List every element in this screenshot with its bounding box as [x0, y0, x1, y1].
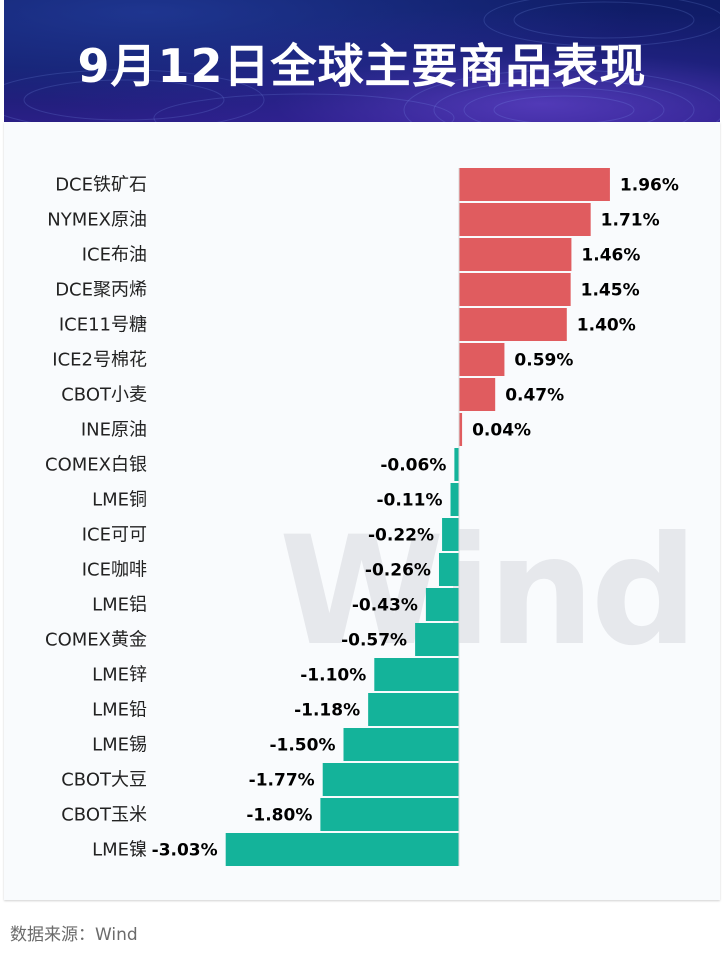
bar-2 — [459, 238, 572, 271]
value-label: 0.04% — [472, 421, 531, 441]
value-label: -3.03% — [152, 841, 218, 861]
category-label: LME铝 — [92, 595, 147, 616]
bar-19 — [225, 833, 459, 866]
bar-8 — [454, 448, 459, 481]
category-label: LME镍 — [92, 840, 147, 861]
bar-11 — [438, 553, 459, 586]
bar-7 — [459, 413, 463, 446]
value-label: -1.77% — [249, 771, 315, 791]
bar-13 — [415, 623, 459, 656]
value-label: 1.46% — [581, 246, 640, 266]
bar-17 — [322, 763, 459, 796]
category-label: ICE可可 — [82, 525, 147, 546]
category-label: ICE布油 — [82, 245, 147, 266]
value-label: -1.80% — [246, 806, 312, 826]
category-label: LME铅 — [92, 700, 147, 721]
category-label: NYMEX原油 — [47, 210, 147, 231]
value-label: 1.45% — [581, 281, 640, 301]
value-label: 1.96% — [620, 176, 679, 196]
category-label: CBOT小麦 — [61, 385, 147, 406]
bar-4 — [459, 308, 567, 341]
data-source-note: 数据来源：Wind — [10, 925, 138, 945]
bar-chart: DCE铁矿石 1.96% NYMEX原油 1.71% ICE布油 1.46% DCE聚丙烯 1… — [45, 168, 679, 866]
value-label: -0.26% — [365, 561, 431, 581]
value-label: 0.59% — [514, 351, 573, 371]
value-label: -0.57% — [341, 631, 407, 651]
value-label: 0.47% — [505, 386, 564, 406]
bar-18 — [320, 798, 459, 831]
category-label: CBOT大豆 — [61, 770, 147, 791]
category-label: ICE咖啡 — [82, 560, 147, 581]
category-label: COMEX白银 — [45, 455, 147, 476]
bar-9 — [450, 483, 459, 516]
bar-5 — [459, 343, 505, 376]
value-label: 1.71% — [601, 211, 660, 231]
category-label: CBOT玉米 — [61, 805, 147, 826]
bar-14 — [374, 658, 459, 691]
chart-panel: Wind DCE铁矿石 1.96% NYMEX原油 1.71% ICE布油 1.46% DC… — [4, 122, 720, 900]
category-label: COMEX黄金 — [45, 630, 147, 651]
value-label: -0.11% — [376, 491, 442, 511]
wind-watermark: Wind — [279, 505, 698, 679]
value-label: -1.18% — [294, 701, 360, 721]
category-label: DCE铁矿石 — [55, 175, 147, 196]
value-label: -0.43% — [352, 596, 418, 616]
value-label: -0.06% — [380, 456, 446, 476]
contour-decoration — [4, 0, 720, 122]
bar-15 — [368, 693, 459, 726]
bar-0 — [459, 168, 610, 201]
bar-12 — [425, 588, 459, 621]
bar-16 — [343, 728, 459, 761]
category-label: ICE11号糖 — [59, 315, 147, 336]
category-label: LME锡 — [92, 735, 147, 756]
value-label: -1.10% — [300, 666, 366, 686]
value-label: -1.50% — [269, 736, 335, 756]
category-label: LME锌 — [92, 665, 147, 686]
category-label: ICE2号棉花 — [52, 350, 147, 371]
page-title: 9月12日全球主要商品表现 — [77, 39, 647, 93]
bar-1 — [459, 203, 591, 236]
category-label: INE原油 — [81, 420, 147, 441]
bar-3 — [459, 273, 571, 306]
bar-10 — [442, 518, 459, 551]
value-label: 1.40% — [577, 316, 636, 336]
category-label: DCE聚丙烯 — [55, 280, 147, 301]
bar-6 — [459, 378, 496, 411]
header-banner: 9月12日全球主要商品表现 — [4, 0, 720, 122]
category-label: LME铜 — [92, 490, 147, 511]
value-label: -0.22% — [368, 526, 434, 546]
